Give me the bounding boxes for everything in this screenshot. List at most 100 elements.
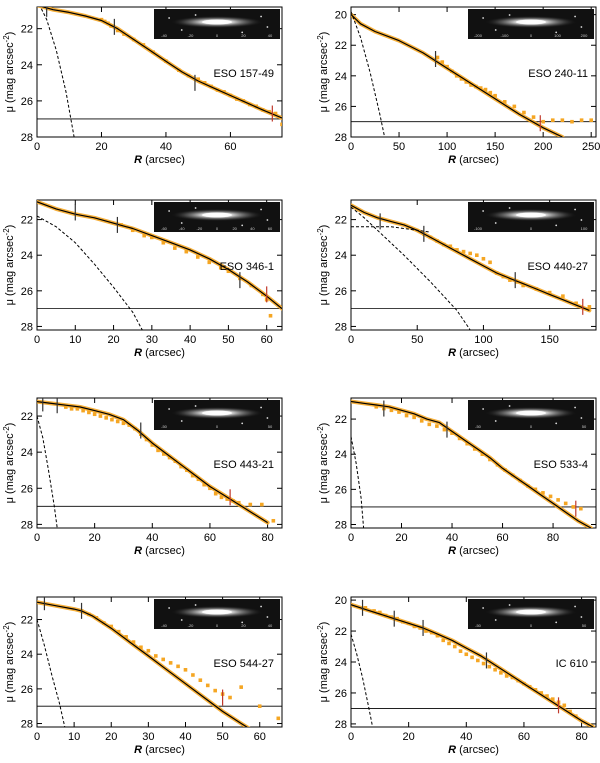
y-axis-title: μ (mag arcsec-2) <box>2 423 16 504</box>
inset-tick-label: -20 <box>196 226 203 231</box>
y-tick-label: 26 <box>21 684 33 696</box>
field-star <box>180 420 183 422</box>
y-axis-exponent: -2 <box>316 35 325 43</box>
data-point <box>124 635 128 639</box>
model-fit <box>37 401 268 524</box>
x-axis-unit: (arcsec) <box>456 154 499 166</box>
y-tick-label: 28 <box>335 132 347 144</box>
data-point <box>457 436 462 441</box>
y-tick-label: 22 <box>21 615 33 627</box>
data-point <box>587 305 592 309</box>
bulge-model <box>37 415 58 528</box>
inset-tick-label: -100 <box>500 33 509 38</box>
field-star <box>494 619 497 621</box>
data-point <box>429 630 434 635</box>
field-star <box>508 604 511 606</box>
x-tick-label: 0 <box>34 141 40 153</box>
data-point <box>254 104 259 109</box>
x-tick-label: 30 <box>146 334 158 346</box>
data-point <box>445 64 449 69</box>
y-axis-exponent: -2 <box>316 426 325 434</box>
data-point <box>459 77 464 81</box>
x-tick-label: 0 <box>348 731 354 743</box>
data-point <box>150 443 155 447</box>
field-star <box>180 619 183 621</box>
field-star <box>260 406 262 409</box>
x-tick-label: 40 <box>460 731 472 743</box>
x-axis-title: R (arcsec) <box>448 347 499 359</box>
inset-tick-label: -40 <box>161 33 168 38</box>
y-axis-exponent: -2 <box>316 228 325 236</box>
data-point <box>447 641 451 646</box>
y-tick-label: 26 <box>335 286 347 298</box>
data-point <box>115 28 120 33</box>
data-point <box>589 118 593 122</box>
inset-tick-label: 100 <box>581 226 588 231</box>
data-point <box>570 119 574 124</box>
inset-tick-label: 60 <box>268 226 273 231</box>
y-axis-unit: (mag arcsec <box>4 632 16 693</box>
inset-tick-label: 0 <box>216 33 219 38</box>
data-point <box>389 408 394 413</box>
y-tick-label: 24 <box>21 447 33 459</box>
data-point <box>465 441 469 446</box>
data-layer <box>351 599 596 727</box>
y-tick-label: 20 <box>335 595 347 607</box>
field-star <box>555 422 558 425</box>
field-star <box>241 621 244 624</box>
x-tick-label: 20 <box>395 532 407 544</box>
y-axis-mu: μ <box>4 494 16 503</box>
x-tick-label: 0 <box>34 731 40 743</box>
data-point <box>448 244 453 249</box>
x-tick-label: 40 <box>160 141 172 153</box>
y-tick-label: 24 <box>21 60 33 72</box>
data-point <box>146 648 151 653</box>
data-point <box>81 408 85 413</box>
data-point <box>579 118 584 122</box>
galaxy-core <box>201 410 233 416</box>
inset-tick-label: 50 <box>582 424 587 429</box>
plot-frame <box>350 397 597 529</box>
data-point <box>161 657 166 662</box>
inset-tick-label: 0 <box>216 226 219 231</box>
y-axis-exponent: -2 <box>2 35 11 43</box>
y-axis-unit: (mag arcsec <box>318 433 330 494</box>
bulge-model <box>351 11 386 137</box>
field-star <box>574 15 576 18</box>
x-axis-title: R (arcsec) <box>134 545 185 557</box>
field-star <box>266 219 269 221</box>
galaxy-inset: -50 0 50 <box>468 599 594 629</box>
galaxy-name: ESO 157-49 <box>213 68 274 80</box>
field-star <box>194 405 197 407</box>
x-axis-var: R <box>134 744 142 756</box>
y-axis-exponent: -2 <box>316 625 325 633</box>
y-axis-title: μ (mag arcsec-2) <box>316 225 330 306</box>
y-axis-close: ) <box>318 225 330 229</box>
y-tick-label: 22 <box>335 215 347 227</box>
field-star <box>482 17 485 19</box>
data-layer <box>351 399 596 528</box>
y-axis-exponent: -2 <box>2 426 11 434</box>
field-star <box>260 208 262 211</box>
galaxy-inset: -100 0 100 <box>468 202 594 232</box>
data-point <box>267 109 271 114</box>
field-star <box>580 616 583 618</box>
data-point <box>109 624 114 629</box>
data-point <box>533 688 538 692</box>
data-point <box>510 675 515 680</box>
y-tick-label: 28 <box>21 719 33 731</box>
x-tick-label: 0 <box>348 141 354 153</box>
data-point <box>464 652 469 657</box>
bulge-model <box>37 215 143 330</box>
data-point <box>493 93 497 98</box>
galaxy-inset: -40 -20 0 20 40 <box>154 9 280 39</box>
data-point <box>196 477 201 482</box>
profile-panel: 0 20 40 60 80 22 24 26 28 R (arcsec) μ (mag arcsec… <box>2 397 283 557</box>
y-axis-close: ) <box>318 32 330 36</box>
data-point <box>219 495 224 500</box>
x-tick-label: 80 <box>547 532 559 544</box>
model-fit <box>37 201 282 310</box>
data-point <box>442 427 447 432</box>
data-layer <box>37 398 282 528</box>
data-point <box>150 235 154 240</box>
